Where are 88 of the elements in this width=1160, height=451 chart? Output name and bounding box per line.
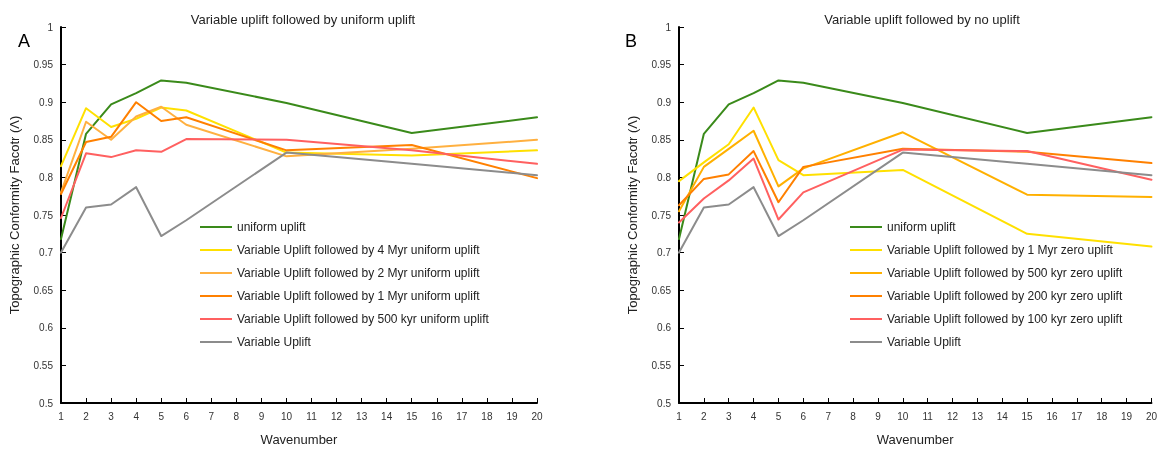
x-tick-label: 15 (1021, 410, 1034, 422)
line-series (60, 138, 538, 220)
y-tick-label: 0.8 (39, 171, 54, 183)
line-series (60, 106, 538, 168)
y-tick-label: 0.55 (33, 359, 54, 371)
legend-label: Variable Uplift followed by 4 Myr uniform uplift (237, 243, 481, 257)
x-tick-label: 6 (800, 410, 807, 422)
x-axis-title: Wavenumber (876, 432, 955, 447)
legend-label: Variable Uplift followed by 200 kyr zero uplift (887, 289, 1123, 303)
y-tick-label: 0.65 (33, 284, 54, 296)
x-tick-label: 8 (233, 410, 240, 422)
x-tick-label: 12 (946, 410, 959, 422)
y-tick-label: 0.6 (39, 322, 54, 334)
x-axis-title: Wavenumber (260, 432, 339, 447)
y-tick-label: 0.55 (651, 359, 672, 371)
x-tick-label: 15 (406, 410, 418, 422)
x-tick-label: 2 (701, 410, 708, 422)
legend-label: Variable Uplift followed by 1 Myr zero uplift (887, 243, 1114, 257)
legend-label: Variable Uplift followed by 500 kyr uniform uplift (237, 312, 490, 326)
line-series (678, 79, 1153, 241)
x-tick-label: 18 (1096, 410, 1108, 422)
legend-label: Variable Uplift followed by 1 Myr uniform uplift (237, 289, 481, 303)
line-series (60, 79, 538, 241)
y-tick-label: 0.5 (39, 397, 54, 409)
x-tick-label: 9 (875, 410, 882, 422)
x-tick-label: 6 (183, 410, 190, 422)
x-tick-label: 13 (356, 410, 368, 422)
x-tick-label: 18 (481, 410, 493, 422)
legend-label: Variable Uplift (887, 335, 962, 349)
x-tick-label: 7 (825, 410, 832, 422)
x-tick-label: 20 (531, 410, 543, 422)
chart-title: Variable uplift followed by uniform uplift (190, 12, 416, 27)
legend-label: uniform uplift (237, 220, 307, 234)
y-tick-label: 1 (47, 21, 54, 33)
text: B (625, 31, 638, 51)
y-tick-label: 0.85 (651, 134, 672, 146)
x-tick-label: 3 (725, 410, 732, 422)
x-tick-label: 13 (971, 410, 984, 422)
x-tick-label: 16 (1046, 410, 1058, 422)
x-tick-label: 10 (280, 410, 293, 422)
y-tick-label: 0.9 (39, 96, 54, 108)
y-axis-title: Topographic Conformity Facotr (Λ) (625, 115, 640, 315)
x-tick-label: 14 (381, 410, 393, 422)
y-tick-label: 1 (665, 21, 672, 33)
x-tick-label: 4 (133, 410, 140, 422)
x-tick-label: 8 (850, 410, 857, 422)
line-series (678, 148, 1153, 224)
y-tick-label: 0.95 (33, 59, 54, 71)
x-tick-label: 19 (1121, 410, 1133, 422)
legend-label: Variable Uplift followed by 500 kyr zero uplift (887, 266, 1123, 280)
x-tick-label: 1 (58, 410, 65, 422)
y-tick-label: 0.7 (657, 247, 672, 259)
y-tick-label: 0.5 (657, 397, 672, 409)
y-tick-label: 0.8 (657, 171, 672, 183)
x-tick-label: 17 (1071, 410, 1083, 422)
legend-label: Variable Uplift followed by 2 Myr uniform uplift (237, 266, 481, 280)
chart-title: Variable uplift followed by no uplift (824, 12, 1021, 27)
y-tick-label: 0.75 (651, 209, 672, 221)
y-axis-title: Topographic Conformity Facotr (Λ) (7, 115, 22, 315)
legend-label: Variable Uplift (237, 335, 312, 349)
x-tick-label: 2 (83, 410, 90, 422)
x-tick-label: 5 (775, 410, 782, 422)
text: A (18, 31, 31, 51)
line-series (678, 129, 1153, 213)
legend-label: Variable Uplift followed by 100 kyr zero uplift (887, 312, 1123, 326)
x-tick-label: 20 (1145, 410, 1158, 422)
x-tick-label: 10 (897, 410, 909, 422)
x-tick-label: 12 (331, 410, 343, 422)
legend-label: uniform uplift (887, 220, 957, 234)
x-tick-label: 17 (456, 410, 468, 422)
y-tick-label: 0.95 (651, 59, 672, 71)
y-tick-label: 0.7 (39, 247, 54, 259)
y-tick-label: 0.9 (657, 96, 672, 108)
x-tick-label: 7 (208, 410, 215, 422)
x-tick-label: 11 (306, 410, 318, 422)
y-tick-label: 0.6 (657, 322, 672, 334)
x-tick-label: 3 (108, 410, 115, 422)
y-tick-label: 0.65 (651, 284, 672, 296)
y-tick-label: 0.75 (33, 209, 54, 221)
x-tick-label: 4 (750, 410, 757, 422)
x-tick-label: 1 (676, 410, 683, 422)
x-tick-label: 16 (431, 410, 443, 422)
x-tick-label: 11 (922, 410, 934, 422)
x-tick-label: 9 (258, 410, 265, 422)
x-tick-label: 5 (158, 410, 165, 422)
x-tick-label: 19 (506, 410, 518, 422)
x-tick-label: 14 (996, 410, 1009, 422)
y-tick-label: 0.85 (33, 134, 54, 146)
